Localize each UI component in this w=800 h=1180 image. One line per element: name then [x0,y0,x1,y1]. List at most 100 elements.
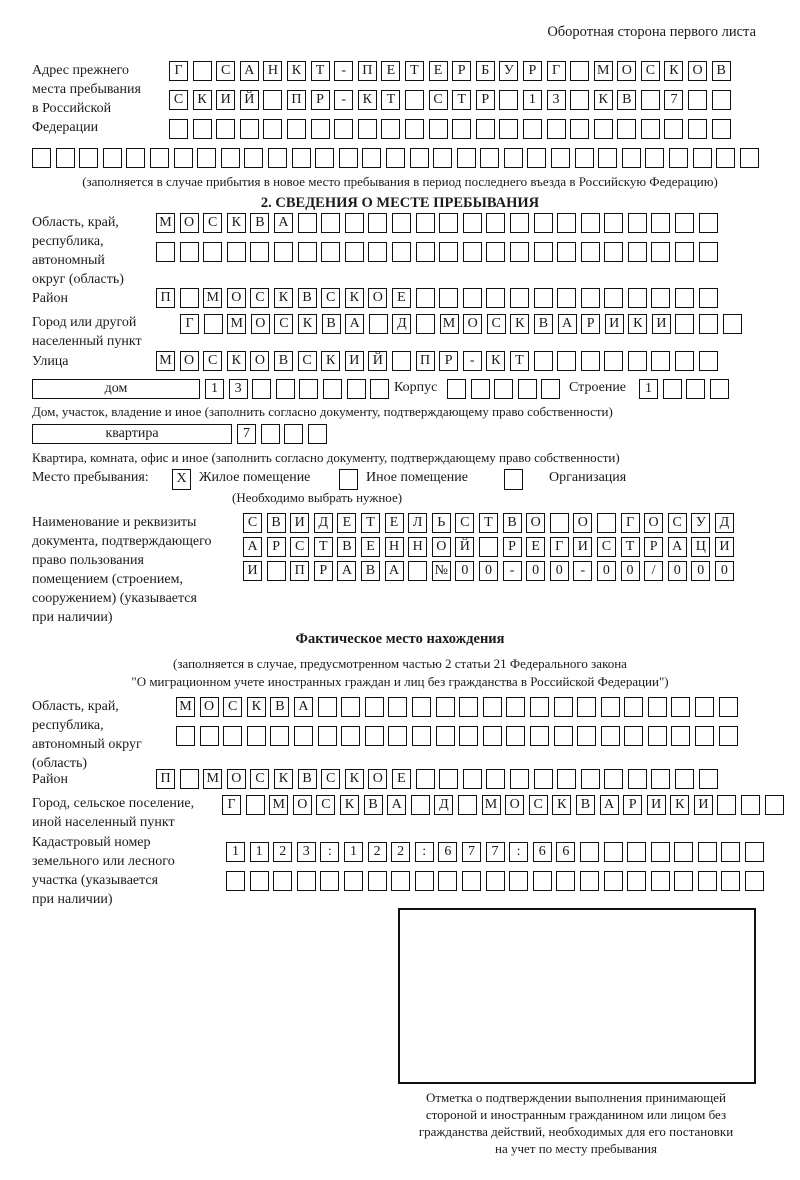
prev-address-cell-cell-27[interactable] [669,148,689,168]
cadastral-cell-cell-15[interactable] [579,871,599,891]
prev-address-cell-cell-14[interactable] [499,90,519,110]
prev-address-cell-cell-2[interactable]: И [216,90,236,110]
prev-address-cell-cell-9[interactable]: Е [381,61,401,81]
actual-region-cell-cell-14[interactable] [506,726,526,746]
prev-address-cell-cell-19[interactable] [617,119,637,139]
cadastral-cell-cell-0[interactable]: 1 [226,842,245,862]
house-cell-cell-6[interactable] [346,379,366,399]
prev-address-cell-cell-12[interactable] [452,119,472,139]
section2-street-cell-cell-10[interactable] [391,351,411,371]
korpus-cell-cell-1[interactable] [470,379,490,399]
section2-city-cell-cell-17[interactable]: Р [581,314,601,334]
section2-city-cell-cell-0[interactable]: Г [180,314,199,334]
section2-district-cell-cell-10[interactable]: Е [391,288,411,308]
prev-address-cell-cell-13[interactable]: Б [475,61,495,81]
section2-region-cell-cell-19[interactable] [604,213,624,233]
actual-district-cell-cell-10[interactable]: Е [391,769,411,789]
flat-cell-cell-0[interactable]: 7 [237,424,256,444]
document-cell-cell-16[interactable]: Г [620,513,640,533]
actual-city-cell-cell-15[interactable]: В [575,795,595,815]
prev-address-cell-cell-14[interactable] [362,148,382,168]
actual-city-cell-cell-12[interactable]: О [505,795,525,815]
document-cell-cell-0[interactable]: С [243,513,262,533]
prev-address-cell-cell-9[interactable] [381,119,401,139]
actual-city-cell-cell-19[interactable]: К [670,795,690,815]
section2-city-cell-cell-1[interactable] [203,314,223,334]
actual-district-cell-cell-9[interactable]: О [368,769,388,789]
actual-district-cell-cell-20[interactable] [627,769,647,789]
document-cell-cell-10[interactable]: Т [478,513,498,533]
section2-street-cell-cell-20[interactable] [627,351,647,371]
section2-region-cell-cell-11[interactable] [415,242,435,262]
prev-address-row-4[interactable] [32,148,759,168]
cadastral-cell-cell-20[interactable] [697,871,717,891]
actual-region-cell-cell-12[interactable] [459,726,479,746]
cadastral-cell-cell-19[interactable] [674,871,694,891]
cadastral-cell-cell-7[interactable] [391,871,411,891]
document-cell-cell-20[interactable]: Д [714,513,734,533]
prev-address-cell-cell-5[interactable] [149,148,169,168]
document-cell-cell-16[interactable]: Т [620,537,640,557]
actual-region-cell-cell-0[interactable] [176,726,195,746]
prev-address-cell-cell-9[interactable] [244,148,264,168]
prev-address-cell-cell-30[interactable] [739,148,759,168]
prev-address-cell-cell-10[interactable] [404,119,424,139]
actual-region-cell-cell-17[interactable] [577,697,597,717]
actual-city-cell-cell-23[interactable] [764,795,784,815]
cadastral-cell-cell-8[interactable]: : [414,842,434,862]
document-cell-cell-3[interactable]: Д [313,513,333,533]
actual-region-cell-cell-4[interactable]: В [270,697,290,717]
section2-region-cell-cell-22[interactable] [675,242,695,262]
stay-type-checkbox-residential[interactable]: X [172,469,191,490]
section2-district-cell-cell-1[interactable] [179,288,199,308]
cadastral-cell-cell-17[interactable] [627,842,647,862]
document-cell-cell-6[interactable]: Е [384,513,404,533]
section2-region-cell-cell-16[interactable] [533,242,553,262]
cadastral-cell-cell-18[interactable] [650,871,670,891]
prev-address-cell-cell-29[interactable] [716,148,736,168]
section2-region-cell-cell-1[interactable]: О [179,213,199,233]
document-cell-cell-2[interactable]: И [290,513,310,533]
cadastral-cell-cell-20[interactable] [697,842,717,862]
section2-district-cell-cell-13[interactable] [462,288,482,308]
prev-address-cell-cell-5[interactable]: К [286,61,306,81]
section2-region-cell-cell-21[interactable] [651,213,671,233]
section2-region-cell-cell-3[interactable] [226,242,246,262]
actual-region-cell-cell-23[interactable] [718,726,738,746]
section2-district-cell-cell-3[interactable]: О [226,288,246,308]
section2-region-cell-cell-4[interactable]: В [250,213,270,233]
prev-address-cell-cell-18[interactable]: М [593,61,613,81]
flat-number-boxes[interactable]: 7 [237,424,327,444]
section2-city-cell-cell-16[interactable]: А [557,314,577,334]
actual-city-cell-cell-11[interactable]: М [481,795,501,815]
cadastral-cell-cell-11[interactable] [485,871,505,891]
prev-address-cell-cell-14[interactable] [499,119,519,139]
document-cell-cell-5[interactable]: В [360,561,380,581]
flat-cell-cell-1[interactable] [260,424,280,444]
actual-city-cell-cell-0[interactable]: Г [222,795,241,815]
document-cell-cell-0[interactable]: А [243,537,262,557]
section2-district-cell-cell-0[interactable]: П [156,288,175,308]
document-cell-cell-19[interactable]: Ц [691,537,711,557]
actual-city-cell-cell-9[interactable]: Д [434,795,454,815]
actual-region-cell-cell-4[interactable] [270,726,290,746]
section2-region-row-2[interactable] [156,242,718,262]
prev-address-cell-cell-21[interactable] [664,119,684,139]
section2-region-cell-cell-10[interactable] [391,242,411,262]
prev-address-cell-cell-15[interactable]: 1 [522,90,542,110]
section2-district-cell-cell-20[interactable] [627,288,647,308]
actual-region-cell-cell-21[interactable] [671,697,691,717]
section2-city-cell-cell-20[interactable]: И [651,314,671,334]
prev-address-cell-cell-14[interactable]: У [499,61,519,81]
section2-region-cell-cell-13[interactable] [462,242,482,262]
section2-street-cell-cell-3[interactable]: К [226,351,246,371]
section2-region-cell-cell-8[interactable] [344,242,364,262]
document-cell-cell-15[interactable]: 0 [596,561,616,581]
actual-region-cell-cell-17[interactable] [577,726,597,746]
prev-address-cell-cell-15[interactable]: Р [522,61,542,81]
prev-address-cell-cell-15[interactable] [522,119,542,139]
prev-address-cell-cell-2[interactable] [79,148,99,168]
